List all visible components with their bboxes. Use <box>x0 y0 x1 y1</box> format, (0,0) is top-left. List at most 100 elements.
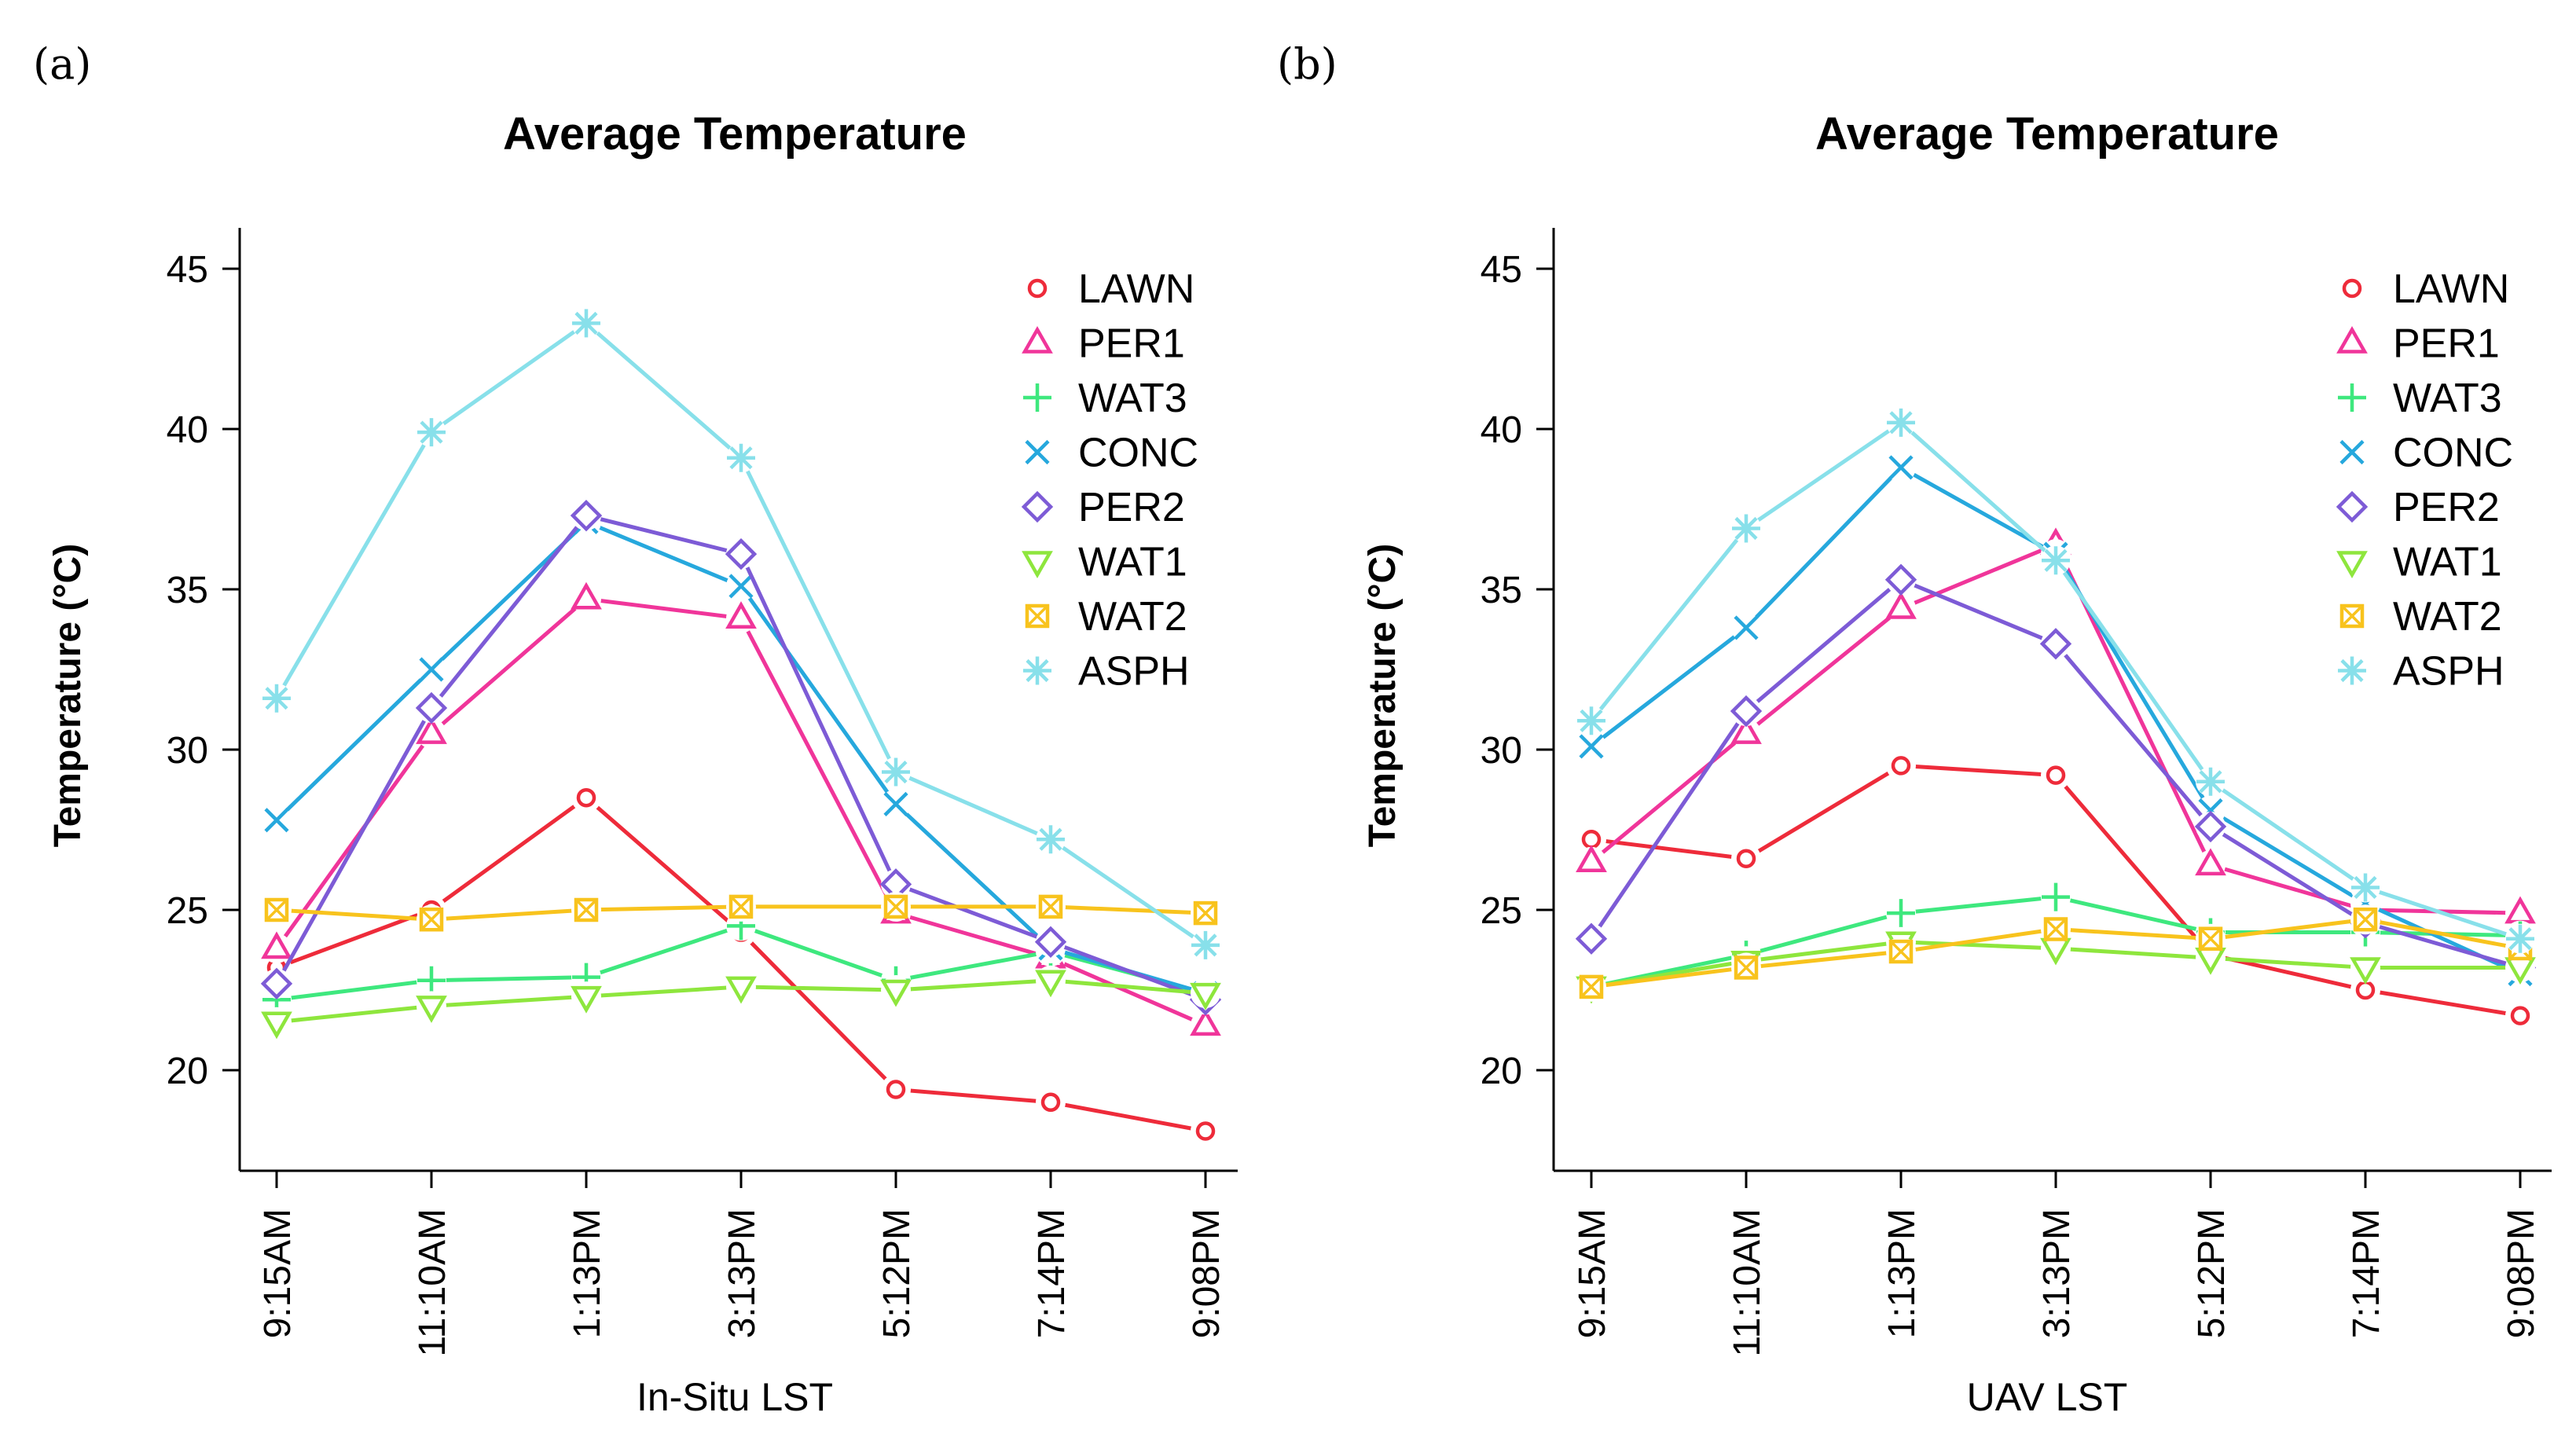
legend-item-wat3: WAT3 <box>1023 376 1187 421</box>
series-line <box>274 596 1206 1028</box>
marker-backdrop <box>262 968 292 999</box>
legend-marker <box>1023 656 1051 685</box>
data-point <box>1730 695 1763 728</box>
series-per1 <box>261 581 1221 1040</box>
data-point <box>1040 1092 1061 1113</box>
data-point <box>1195 1121 1216 1141</box>
x-tick-label: 5:12PM <box>876 1208 918 1338</box>
legend-marker <box>1027 278 1048 299</box>
data-point <box>725 976 757 1004</box>
data-point <box>417 418 446 447</box>
legend-item-wat3: WAT3 <box>2338 376 2502 421</box>
legend-label: WAT3 <box>1078 376 1187 421</box>
legend-item-per2: PER2 <box>1021 485 1185 530</box>
marker-backdrop <box>1036 1087 1066 1117</box>
legend-label: ASPH <box>2393 649 2504 695</box>
data-point <box>1190 982 1221 1010</box>
marker-backdrop <box>1576 824 1606 855</box>
data-point <box>727 443 755 472</box>
legend-marker <box>1025 603 1050 629</box>
data-point <box>571 581 602 610</box>
y-tick-label: 25 <box>167 890 208 932</box>
series-lawn <box>262 783 1220 1146</box>
legend-item-lawn: LAWN <box>2342 266 2509 312</box>
legend-label: CONC <box>1078 431 1198 476</box>
data-point <box>1579 974 1604 999</box>
data-point <box>576 787 596 808</box>
x-tick-label: 7:14PM <box>2346 1208 2387 1338</box>
data-point <box>419 657 444 682</box>
legend-item-conc: CONC <box>1025 431 1198 476</box>
data-point <box>2042 546 2070 575</box>
y-tick-label: 40 <box>167 409 208 451</box>
data-point <box>1887 899 1915 928</box>
legend-item-asph: ASPH <box>2338 649 2504 695</box>
series-wat2 <box>1576 904 2535 1002</box>
data-point <box>264 808 289 833</box>
data-point <box>1734 615 1759 640</box>
x-tick-label: 7:14PM <box>1031 1208 1073 1338</box>
data-point <box>264 897 289 922</box>
x-axis-title: UAV LST <box>1967 1375 2128 1419</box>
data-point <box>262 684 291 713</box>
marker-backdrop <box>881 1074 911 1105</box>
marker-backdrop <box>1191 1116 1220 1146</box>
x-tick-label: 1:13PM <box>1881 1208 1923 1338</box>
marker-backdrop <box>726 539 756 570</box>
x-tick-label: 9:15AM <box>257 1208 299 1338</box>
data-point <box>1575 922 1608 955</box>
marker-backdrop <box>1731 696 1761 727</box>
data-point <box>571 985 602 1014</box>
data-point <box>2351 873 2380 902</box>
marker-backdrop <box>2505 1000 2535 1031</box>
x-axis-title: In-Situ LST <box>637 1375 833 1419</box>
legend-item-per1: PER1 <box>1022 321 1185 367</box>
data-point <box>1190 1008 1221 1036</box>
legend-label: WAT2 <box>1078 594 1187 640</box>
legend-item-per1: PER1 <box>2336 321 2500 367</box>
x-tick-label: 9:08PM <box>1186 1208 1227 1338</box>
legend-item-conc: CONC <box>2339 431 2513 476</box>
legend-marker <box>1022 325 1053 354</box>
data-point <box>261 931 292 959</box>
y-tick-label: 30 <box>1481 730 1522 772</box>
legend-label: PER1 <box>2393 321 2500 367</box>
data-point <box>1193 900 1218 926</box>
data-point <box>886 1080 906 1099</box>
series-asph <box>1576 407 2535 954</box>
marker-backdrop <box>1886 564 1916 595</box>
x-tick-label: 1:13PM <box>567 1208 608 1338</box>
y-tick-label: 40 <box>1481 409 1522 451</box>
data-point <box>725 537 758 570</box>
y-tick-label: 30 <box>167 730 208 772</box>
legend-marker <box>2342 278 2362 299</box>
data-point <box>2046 765 2066 785</box>
panel-a: (a) Average Temperature In-Situ LST Temp… <box>33 39 1238 1419</box>
legend-label: LAWN <box>2393 266 2509 312</box>
legend-marker <box>1025 439 1050 465</box>
data-point <box>2042 882 2070 911</box>
marker-backdrop <box>571 501 601 531</box>
legend-item-lawn: LAWN <box>1027 266 1194 312</box>
data-point <box>260 967 293 1000</box>
legend-label: CONC <box>2393 431 2513 476</box>
data-point <box>419 907 444 932</box>
legend-label: WAT1 <box>2393 540 2502 585</box>
data-point <box>883 791 908 816</box>
marker-backdrop <box>571 783 601 813</box>
data-point <box>2196 767 2225 796</box>
y-axis-title: Temperature (°C) <box>1362 544 1404 847</box>
data-point <box>1034 926 1067 958</box>
legend-label: WAT1 <box>1078 540 1187 585</box>
legend-marker <box>1023 383 1051 412</box>
chart-title: Average Temperature <box>503 108 967 160</box>
data-point <box>1730 717 1762 744</box>
data-point <box>416 996 447 1023</box>
marker-backdrop <box>2041 629 2071 659</box>
data-point <box>572 309 600 338</box>
data-point <box>1191 930 1220 959</box>
legend-label: PER2 <box>1078 485 1185 530</box>
legend-label: LAWN <box>1078 266 1194 312</box>
data-point <box>2506 924 2534 953</box>
